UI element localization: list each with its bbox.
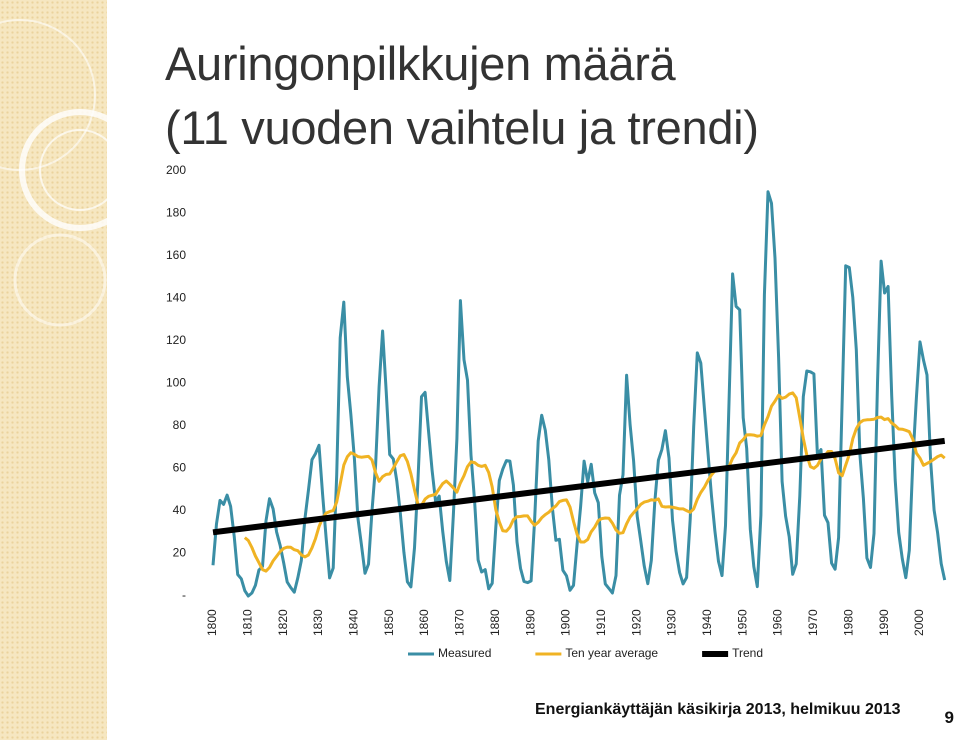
x-tick-label: 2000	[912, 609, 926, 636]
legend-label: Ten year average	[565, 646, 658, 660]
y-tick-label: 20	[173, 546, 187, 560]
x-tick-label: 1860	[417, 609, 431, 636]
chart-title: (11 vuoden vaihtelu ja trendi)	[165, 101, 759, 154]
series-line	[243, 391, 946, 573]
x-tick-label: 1820	[276, 609, 290, 636]
series-line	[212, 437, 946, 536]
y-tick-label: 200	[166, 163, 186, 177]
x-tick-label: 1960	[771, 609, 785, 636]
y-tick-label: 120	[166, 333, 186, 347]
x-tick-label: 1880	[488, 609, 502, 636]
x-tick-label: 1930	[665, 609, 679, 636]
legend-label: Trend	[732, 646, 763, 660]
chart-title: Auringonpilkkujen määrä	[165, 37, 676, 90]
x-tick-label: 1970	[806, 609, 820, 636]
y-tick-label: -	[182, 588, 186, 602]
x-tick-label: 1800	[205, 609, 219, 636]
y-tick-label: 180	[166, 206, 186, 220]
x-tick-label: 1920	[629, 609, 643, 636]
decor-circle	[0, 19, 96, 171]
y-tick-label: 60	[173, 461, 187, 475]
x-tick-label: 1910	[594, 609, 608, 636]
x-tick-label: 1830	[311, 609, 325, 636]
y-tick-label: 160	[166, 248, 186, 262]
footer-source: Energiankäyttäjän käsikirja 2013, helmik…	[535, 701, 901, 718]
y-tick-label: 140	[166, 291, 186, 305]
x-tick-label: 1980	[841, 609, 855, 636]
x-tick-label: 1940	[700, 609, 714, 636]
decor-circles	[0, 19, 107, 327]
page-number: 9	[944, 708, 954, 727]
decor-stripe	[0, 0, 107, 740]
y-tick-label: 40	[173, 503, 187, 517]
x-tick-label: 1870	[453, 609, 467, 636]
y-tick-label: 100	[166, 376, 186, 390]
legend-label: Measured	[438, 646, 491, 660]
x-tick-label: 1890	[523, 609, 537, 636]
x-tick-label: 1850	[382, 609, 396, 636]
x-tick-label: 1990	[877, 609, 891, 636]
x-tick-label: 1840	[347, 609, 361, 636]
series-line	[211, 190, 947, 598]
decor-circle	[39, 129, 107, 211]
decor-circle	[13, 233, 107, 327]
x-tick-label: 1950	[735, 609, 749, 636]
x-tick-label: 1810	[240, 609, 254, 636]
x-tick-label: 1900	[559, 609, 573, 636]
y-tick-label: 80	[173, 418, 187, 432]
